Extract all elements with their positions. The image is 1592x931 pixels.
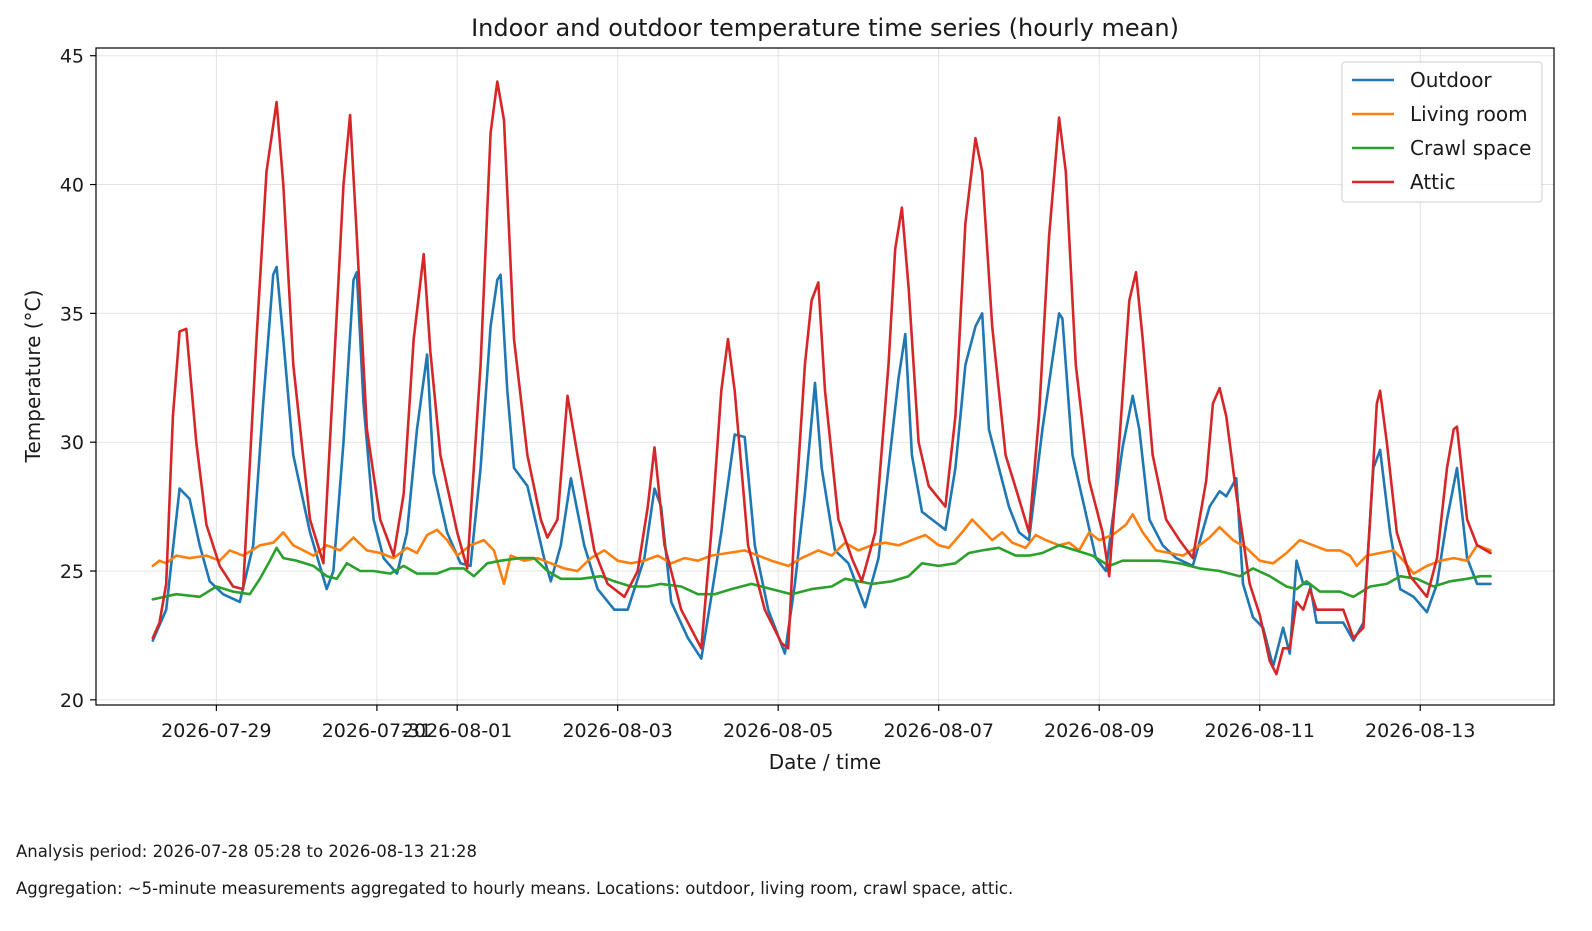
chart-title: Indoor and outdoor temperature time seri… — [471, 14, 1179, 42]
legend-label: Living room — [1410, 102, 1528, 126]
legend-label: Crawl space — [1410, 136, 1531, 160]
x-tick-label: 2026-08-13 — [1365, 720, 1475, 742]
x-tick-label: 2026-08-11 — [1205, 720, 1315, 742]
y-axis-label: Temperature (°C) — [21, 290, 45, 464]
series-line-attic — [151, 80, 1492, 676]
legend-label: Outdoor — [1410, 68, 1492, 92]
x-tick-label: 2026-07-31 — [322, 720, 432, 742]
analysis-period-note: Analysis period: 2026-07-28 05:28 to 202… — [16, 842, 478, 861]
x-tick-label: 2026-07-29 — [161, 720, 271, 742]
series-line-outdoor — [151, 265, 1492, 668]
x-tick-label: 2026-08-09 — [1044, 720, 1154, 742]
y-tick-label: 35 — [60, 303, 84, 325]
legend-label: Attic — [1410, 170, 1456, 194]
x-tick-label: 2026-08-01 — [402, 720, 512, 742]
aggregation-note: Aggregation: ~5-minute measurements aggr… — [16, 879, 1014, 898]
series-line-crawl-space — [151, 544, 1492, 601]
y-tick-label: 30 — [60, 432, 84, 454]
series-line-living-room — [151, 513, 1492, 586]
x-tick-label: 2026-08-07 — [883, 720, 993, 742]
legend: Outdoor Living room Crawl space Attic — [1341, 61, 1543, 203]
grid — [96, 48, 1554, 705]
x-tick-label: 2026-08-05 — [723, 720, 833, 742]
x-axis-label: Date / time — [769, 750, 881, 774]
y-tick-label: 20 — [60, 690, 84, 712]
x-tick-label: 2026-08-03 — [562, 720, 672, 742]
plot-frame — [95, 47, 1555, 706]
series-lines — [151, 80, 1492, 676]
y-tick-label: 45 — [60, 46, 84, 68]
y-tick-label: 25 — [60, 561, 84, 583]
y-tick-label: 40 — [60, 175, 84, 197]
legend-box — [1341, 61, 1543, 203]
